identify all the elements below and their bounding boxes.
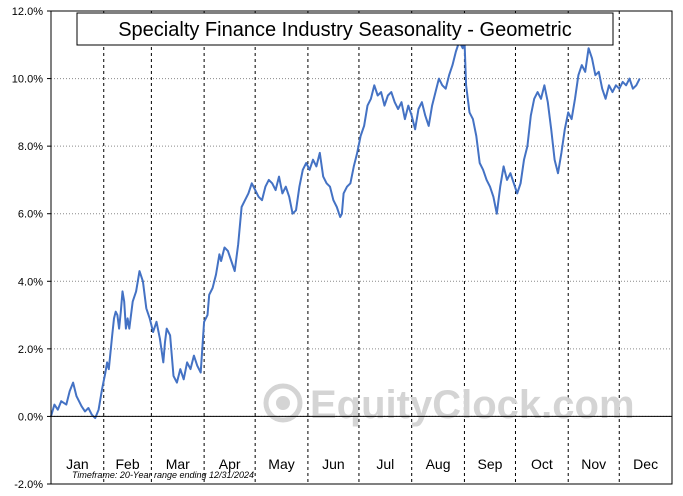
axes — [47, 10, 673, 485]
grid — [51, 11, 672, 484]
y-tick-labels: -2.0% 0.0% 2.0% 4.0% 6.0% 8.0% 10.0% 12.0% — [12, 6, 43, 491]
x-tick-label: Aug — [426, 456, 451, 472]
x-tick-label: Oct — [531, 456, 553, 472]
y-tick-label: 4.0% — [18, 276, 43, 288]
y-tick-label: 2.0% — [18, 344, 43, 356]
plot-border — [50, 10, 673, 485]
series-line-0 — [50, 37, 641, 420]
x-tick-label: Dec — [633, 456, 658, 472]
chart-title: Specialty Finance Industry Seasonality -… — [118, 19, 572, 41]
x-tick-labels: Jan Feb Mar Apr May Jun Jul Aug Sep Oct Nov Dec — [66, 456, 658, 472]
watermark-logo — [263, 383, 303, 423]
x-tick-label: Sep — [477, 456, 502, 472]
x-tick-label: Apr — [219, 456, 241, 472]
x-tick-label: Nov — [581, 456, 606, 472]
y-tick-label: 6.0% — [18, 209, 43, 221]
watermark-logo-ring — [263, 383, 303, 423]
x-tick-label: May — [268, 456, 294, 472]
x-tick-label: Jun — [322, 456, 345, 472]
watermark-logo-dot — [276, 396, 290, 410]
y-tick-label: 0.0% — [18, 411, 43, 423]
watermark: EquityClock.com — [310, 383, 635, 427]
series-group — [50, 37, 641, 420]
y-tick-label: 12.0% — [12, 6, 43, 18]
timeframe-footnote: Timeframe: 20-Year range ending 12/31/20… — [72, 470, 254, 480]
y-tick-label: 10.0% — [12, 74, 43, 86]
x-tick-label: Jul — [376, 456, 394, 472]
y-tick-label: -2.0% — [14, 479, 43, 491]
title-box — [76, 12, 614, 46]
x-tick-label: Jan — [66, 456, 89, 472]
x-tick-label: Feb — [115, 456, 139, 472]
y-tick-label: 8.0% — [18, 141, 43, 153]
x-tick-label: Mar — [166, 456, 190, 472]
